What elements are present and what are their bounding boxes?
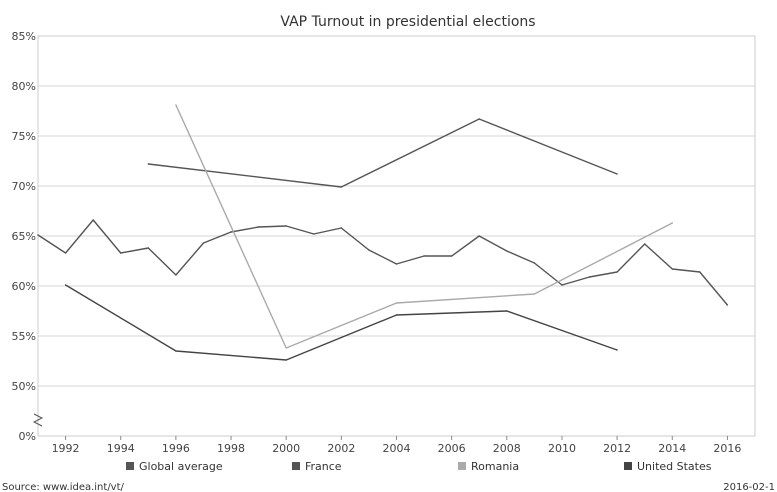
- series-line-united-states: [65, 284, 618, 361]
- data-point-united-states: [395, 314, 398, 316]
- x-tick-label: 1996: [162, 442, 190, 455]
- data-point-global-average: [37, 234, 39, 236]
- data-point-global-average: [368, 249, 370, 251]
- chart-title: VAP Turnout in presidential elections: [280, 14, 535, 30]
- data-point-romania: [671, 222, 673, 224]
- data-point-global-average: [257, 226, 260, 228]
- x-tick-label: 2006: [438, 442, 466, 455]
- y-tick-label: 80%: [12, 80, 36, 93]
- source-note: Source: www.idea.int/vt/: [2, 482, 125, 492]
- x-tick-label: 1994: [107, 442, 135, 455]
- series-line-france: [148, 118, 618, 188]
- legend-label: Global average: [139, 460, 223, 473]
- data-point-united-states: [64, 284, 67, 286]
- x-tick-label: 2010: [548, 442, 576, 455]
- y-tick-label: 85%: [12, 30, 36, 43]
- data-point-global-average: [313, 233, 315, 235]
- gridlines: [38, 85, 755, 387]
- data-point-global-average: [588, 276, 591, 278]
- data-point-global-average: [451, 255, 453, 257]
- data-point-united-states: [285, 359, 287, 361]
- x-tick-label: 2002: [327, 442, 355, 455]
- axes: 0% 50% 55% 60% 65% 70% 75% 80% 85% 1992 1994 1996 19…: [12, 30, 756, 455]
- data-point-romania: [395, 302, 398, 304]
- data-point-global-average: [175, 274, 177, 276]
- legend-swatch: [624, 462, 632, 470]
- data-point-france: [340, 186, 342, 188]
- x-tick-label: 2000: [272, 442, 300, 455]
- data-point-france: [147, 163, 149, 165]
- data-point-global-average: [478, 235, 480, 237]
- series-lines: [37, 104, 729, 361]
- data-point-global-average: [64, 252, 67, 254]
- legend: Global average France Romania United States: [126, 460, 712, 473]
- data-point-global-average: [699, 271, 701, 273]
- date-note: 2016-02-1: [723, 482, 775, 492]
- legend-swatch: [458, 462, 466, 470]
- data-point-global-average: [230, 231, 232, 233]
- data-point-global-average: [395, 263, 398, 265]
- data-point-global-average: [147, 247, 149, 249]
- data-point-united-states: [175, 350, 177, 352]
- data-point-global-average: [726, 304, 729, 306]
- x-tick-label: 1992: [52, 442, 80, 455]
- series-line-global-average: [37, 219, 728, 306]
- legend-swatch: [126, 462, 134, 470]
- data-point-global-average: [616, 271, 618, 273]
- legend-label: France: [305, 460, 342, 473]
- x-tick-label: 2008: [493, 442, 521, 455]
- x-tick-label: 2012: [603, 442, 631, 455]
- legend-label: Romania: [471, 460, 519, 473]
- y-tick-label: 0%: [19, 430, 36, 443]
- data-point-united-states: [616, 349, 618, 351]
- data-point-united-states: [506, 310, 508, 312]
- data-point-global-average: [561, 284, 563, 286]
- axis-break-mark: [32, 413, 44, 427]
- x-tick-label: 2014: [658, 442, 686, 455]
- legend-swatch: [292, 462, 300, 470]
- data-point-romania: [533, 293, 536, 295]
- data-point-global-average: [285, 225, 287, 227]
- data-point-romania: [175, 104, 177, 106]
- data-point-global-average: [92, 219, 94, 221]
- series-line-romania: [175, 104, 673, 349]
- data-point-france: [478, 118, 480, 120]
- data-point-global-average: [506, 250, 508, 252]
- y-tick-label: 50%: [12, 380, 36, 393]
- y-tick-label: 60%: [12, 280, 36, 293]
- data-point-global-average: [423, 255, 425, 257]
- y-tick-label: 70%: [12, 180, 36, 193]
- y-tick-label: 55%: [12, 330, 36, 343]
- data-point-global-average: [120, 252, 122, 254]
- data-point-global-average: [644, 243, 646, 245]
- data-point-global-average: [533, 262, 536, 264]
- x-tick-label: 1998: [217, 442, 245, 455]
- data-point-france: [616, 173, 618, 175]
- x-tick-label: 2004: [383, 442, 411, 455]
- y-tick-label: 65%: [12, 230, 36, 243]
- data-point-global-average: [340, 227, 342, 229]
- data-point-global-average: [671, 268, 673, 270]
- x-tick-label: 2016: [713, 442, 741, 455]
- data-point-global-average: [202, 242, 205, 244]
- y-tick-label: 75%: [12, 130, 36, 143]
- data-point-romania: [285, 347, 287, 349]
- legend-label: United States: [637, 460, 712, 473]
